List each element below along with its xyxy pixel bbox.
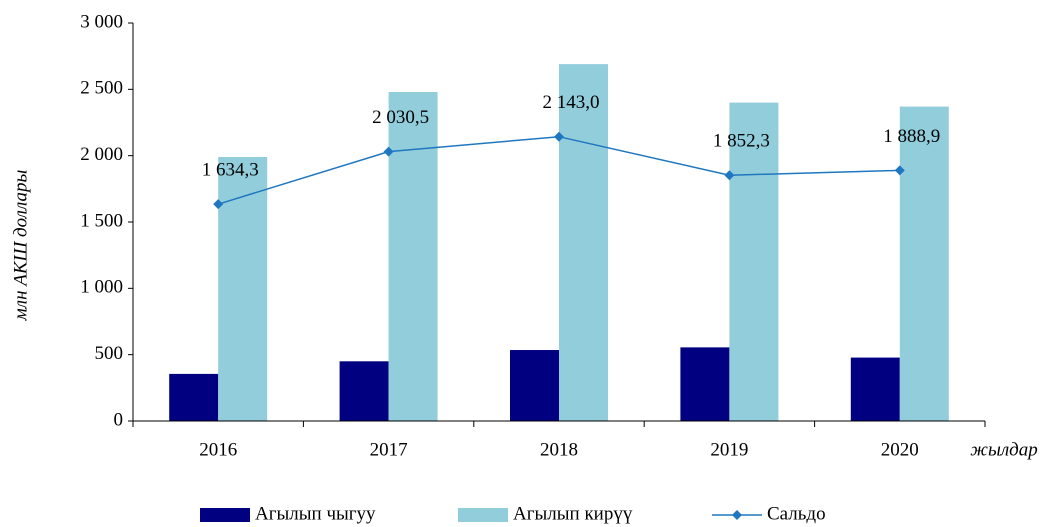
line-marker: [554, 131, 564, 142]
line-marker: [724, 170, 735, 181]
bar: [680, 347, 730, 421]
x-tick-label: 2016: [199, 439, 237, 460]
y-tick-label: 1 000: [80, 277, 123, 298]
data-label: 1 634,3: [202, 160, 259, 181]
bar: [169, 373, 219, 421]
legend-swatch: [458, 508, 508, 522]
x-tick-label: 2019: [710, 439, 748, 460]
data-label: 2 143,0: [543, 92, 600, 113]
bar: [899, 106, 949, 421]
legend-label: Агылып чыгуу: [255, 503, 376, 524]
line-marker: [383, 146, 394, 157]
x-tick-label: 2020: [881, 439, 919, 460]
y-tick-label: 3 000: [80, 11, 123, 32]
bar: [510, 350, 559, 421]
line-marker: [894, 165, 905, 176]
x-axis-label: жылдар: [970, 439, 1037, 460]
y-tick-label: 1 500: [80, 210, 123, 231]
bar: [729, 102, 779, 421]
y-tick-label: 0: [114, 409, 124, 430]
bar: [388, 91, 438, 421]
bar: [339, 361, 389, 421]
y-tick-label: 500: [95, 343, 124, 364]
line-marker: [213, 199, 224, 210]
y-tick-label: 2 500: [80, 78, 123, 99]
legend-label: Сальдо: [767, 503, 826, 524]
legend-swatch: [200, 508, 250, 522]
bar: [850, 357, 900, 421]
data-label: 2 030,5: [372, 107, 429, 128]
x-tick-label: 2018: [540, 439, 578, 460]
bar: [559, 64, 608, 422]
y-tick-label: 2 000: [80, 144, 123, 165]
data-label: 1 852,3: [713, 131, 770, 152]
legend-label: Агылып кирүү: [513, 503, 633, 524]
x-tick-label: 2017: [370, 439, 408, 460]
y-axis-label: млн АКШ доллары: [10, 170, 31, 322]
legend-marker: [732, 510, 742, 520]
data-label: 1 888,9: [883, 126, 940, 147]
